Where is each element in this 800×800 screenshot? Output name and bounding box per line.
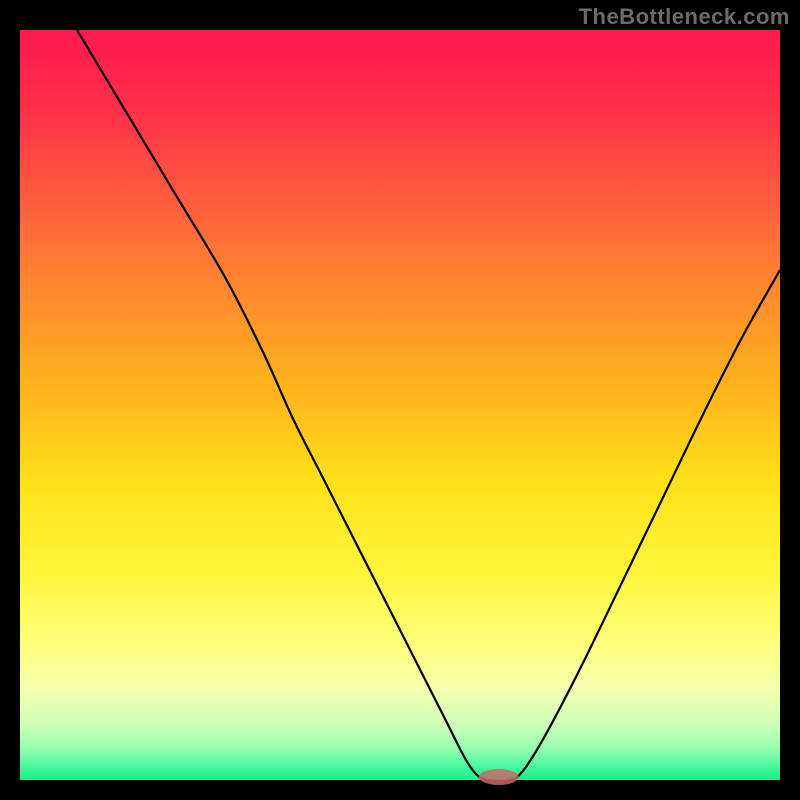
- plot-background: [20, 30, 780, 780]
- watermark-link[interactable]: TheBottleneck.com: [579, 4, 790, 30]
- chart-frame: TheBottleneck.com: [0, 0, 800, 800]
- bottleneck-chart: [0, 0, 800, 800]
- sweet-spot-marker: [479, 769, 519, 785]
